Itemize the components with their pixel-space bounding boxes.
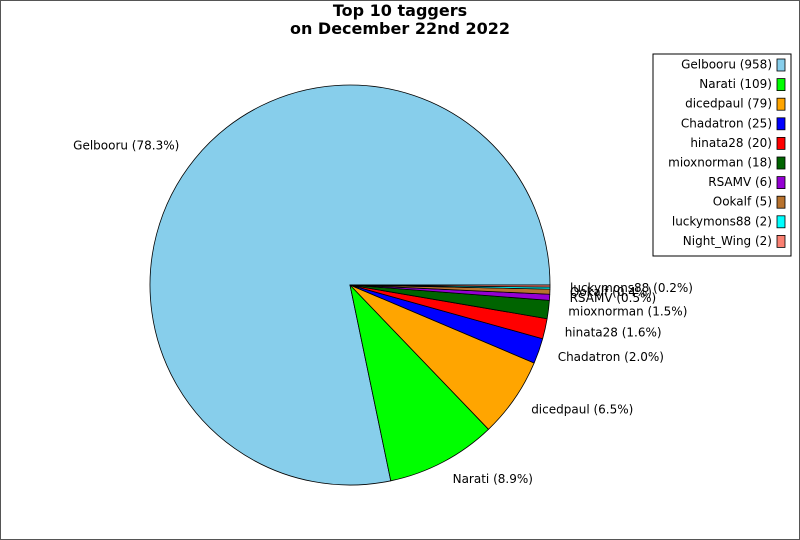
chart-title-line-1: Top 10 taggers [332, 1, 468, 20]
legend-label-narati: Narati (109) [699, 77, 772, 91]
legend-swatch-ookalf [776, 195, 786, 209]
legend: Gelbooru (958) Narati (109) dicedpaul (79)… [652, 53, 792, 257]
legend-swatch-rsamv [776, 176, 786, 190]
slice-labels: Gelbooru (78.3%) Narati (8.9%) dicedpaul (… [73, 139, 693, 486]
slice-label-chadatron: Chadatron (2.0%) [558, 350, 664, 364]
legend-swatch-dicedpaul [776, 97, 786, 111]
pie-slice-narati [349, 284, 489, 482]
pie-slices [149, 84, 551, 486]
legend-label-chadatron: Chadatron (25) [681, 116, 772, 130]
slice-label-hinata28: hinata28 (1.6%) [565, 326, 662, 340]
legend-swatch-night-wing [776, 234, 786, 248]
slice-label-ookalf: Ookalf (0.4%) [570, 285, 652, 299]
legend-swatch-gelbooru [776, 58, 786, 72]
pie-slice-night-wing [349, 284, 551, 288]
chart-title: Top 10 taggers on December 22nd 2022 [0, 2, 800, 38]
slice-label-luckymons88: luckymons88 (0.2%) [570, 281, 693, 295]
legend-label-mioxnorman: mioxnorman (18) [668, 156, 772, 170]
legend-swatch-luckymons88 [776, 215, 786, 229]
legend-swatch-chadatron [776, 117, 786, 131]
slice-label-narati: Narati (8.9%) [453, 472, 533, 486]
legend-label-luckymons88: luckymons88 (2) [672, 214, 772, 228]
legend-swatch-narati [776, 78, 786, 91]
legend-swatch-mioxnorman [776, 156, 786, 170]
slice-label-mioxnorman: mioxnorman (1.5%) [568, 305, 687, 319]
slice-label-dicedpaul: dicedpaul (6.5%) [531, 402, 633, 416]
slice-label-rsamv: RSAMV (0.5%) [570, 291, 657, 305]
legend-label-gelbooru: Gelbooru (958) [681, 58, 772, 72]
legend-label-rsamv: RSAMV (6) [708, 175, 772, 189]
chart-title-line-2: on December 22nd 2022 [289, 19, 511, 38]
legend-swatch-hinata28 [776, 136, 786, 150]
legend-label-ookalf: Ookalf (5) [713, 195, 772, 209]
legend-box [652, 53, 792, 257]
legend-label-night-wing: Night_Wing (2) [683, 234, 772, 248]
slice-label-gelbooru: Gelbooru (78.3%) [73, 139, 179, 153]
legend-label-dicedpaul: dicedpaul (79) [685, 97, 772, 111]
legend-label-hinata28: hinata28 (20) [690, 136, 772, 150]
